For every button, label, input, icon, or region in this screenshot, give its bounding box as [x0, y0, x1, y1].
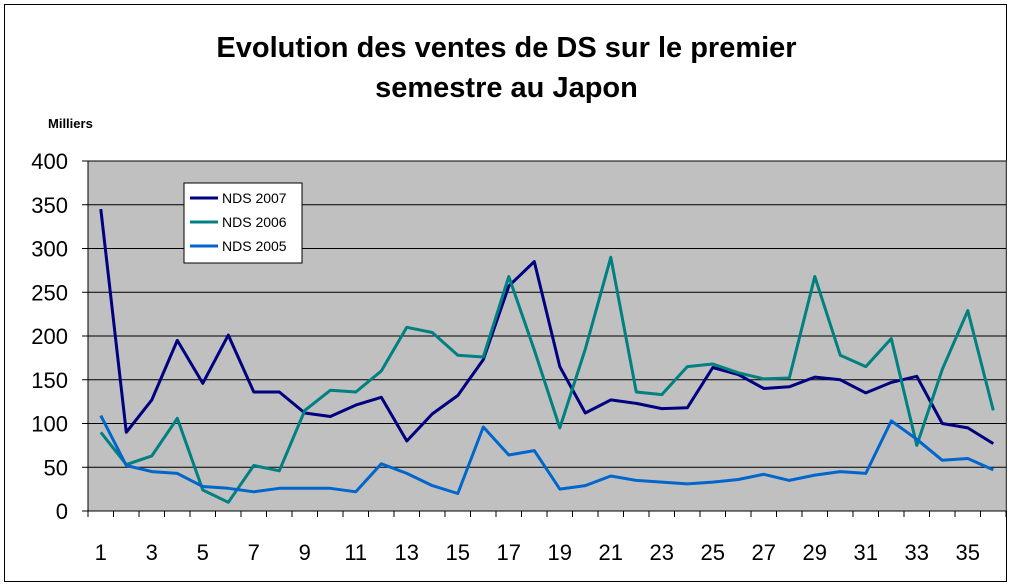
legend-label: NDS 2005: [222, 238, 287, 254]
x-tick-label: 15: [446, 540, 470, 565]
x-tick-label: 17: [497, 540, 521, 565]
series-line-nds-2005: [99, 414, 994, 495]
y-tick-label: 400: [31, 149, 68, 174]
x-tick-label: 19: [548, 540, 572, 565]
y-tick-label: 200: [31, 324, 68, 349]
y-tick-label: 50: [44, 455, 68, 480]
x-tick-label: 23: [650, 540, 674, 565]
y-tick-label: 300: [31, 237, 68, 262]
x-tick-label: 33: [905, 540, 929, 565]
x-tick-label: 25: [701, 540, 725, 565]
x-tick-label: 9: [299, 540, 311, 565]
legend-label: NDS 2007: [222, 190, 287, 206]
y-tick-label: 100: [31, 412, 68, 437]
x-tick-label: 13: [395, 540, 419, 565]
x-tick-label: 11: [344, 540, 367, 565]
x-tick-label: 35: [956, 540, 980, 565]
x-tick-label: 31: [854, 540, 878, 565]
legend-label: NDS 2006: [222, 214, 287, 230]
chart-title-line-2: semestre au Japon: [375, 72, 638, 104]
x-tick-label: 27: [752, 540, 776, 565]
y-tick-label: 0: [56, 499, 68, 524]
x-tick-label: 29: [803, 540, 827, 565]
x-tick-label: 5: [197, 540, 209, 565]
y-tick-label: 250: [31, 280, 68, 305]
series-line-nds-2006: [99, 255, 995, 504]
y-tick-label: 150: [31, 368, 68, 393]
chart-title-line-1: Evolution des ventes de DS sur le premie…: [216, 32, 797, 64]
x-tick-label: 21: [599, 540, 623, 565]
x-tick-label: 3: [146, 540, 158, 565]
unit-label: Milliers: [48, 116, 93, 131]
x-tick-label: 1: [95, 540, 107, 565]
x-tick-label: 7: [248, 540, 260, 565]
y-tick-label: 350: [31, 193, 68, 218]
series-line-nds-2007: [99, 208, 995, 445]
chart-title: Evolution des ventes de DS sur le premie…: [0, 28, 1013, 108]
